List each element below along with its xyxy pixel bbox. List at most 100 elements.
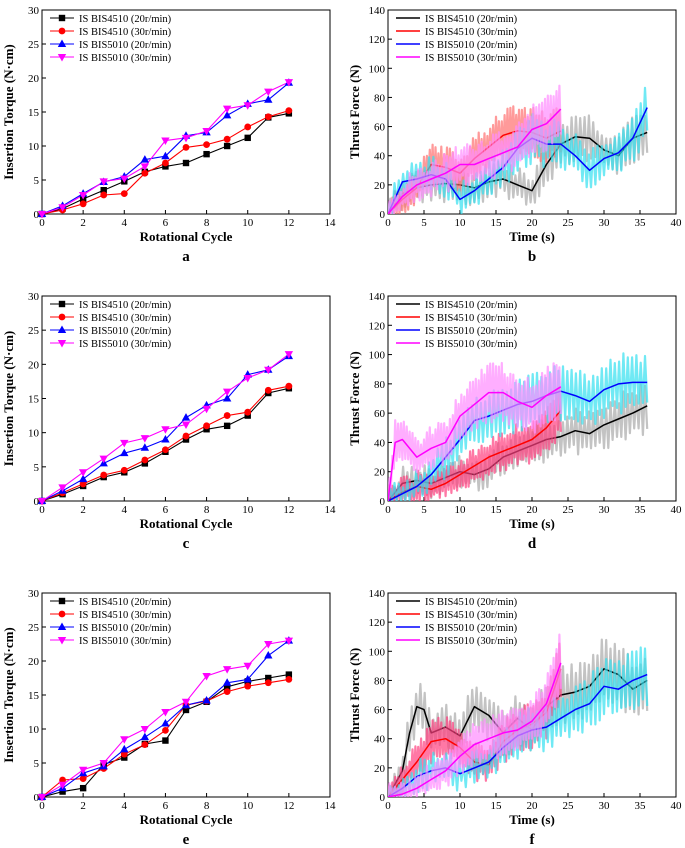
data-point [285, 675, 293, 683]
x-tick-label: 6 [163, 217, 169, 229]
y-tick-label: 10 [28, 428, 40, 440]
data-point [161, 151, 170, 160]
legend-label: IS BIS4510 (30r/min) [425, 27, 518, 38]
x-tick-label: 2 [80, 504, 86, 516]
data-point [120, 736, 129, 744]
data-point [264, 113, 272, 121]
y-axis-title: Thrust Force (N) [347, 648, 362, 742]
data-point [285, 107, 293, 115]
data-point [100, 191, 108, 199]
y-tick-label: 40 [374, 151, 386, 163]
x-tick-label: 8 [204, 217, 210, 229]
data-point [161, 137, 170, 146]
legend-label: IS BIS5010 (30r/min) [425, 636, 518, 647]
data-point [79, 200, 87, 208]
x-tick-label: 2 [80, 800, 86, 812]
plot-area [42, 640, 290, 797]
x-tick-label: 5 [421, 217, 427, 229]
data-point [202, 695, 211, 704]
data-point [284, 351, 294, 359]
data-point [222, 678, 232, 686]
x-axis-title: Rotational Cycle [140, 812, 233, 827]
panel-label: d [528, 536, 537, 552]
x-tick-label: 10 [242, 800, 254, 812]
x-tick-label: 25 [563, 217, 575, 229]
data-point [202, 672, 211, 681]
y-tick-label: 140 [369, 588, 386, 600]
data-point [202, 128, 211, 136]
data-point [58, 204, 67, 212]
raw-signal-band [388, 361, 562, 501]
chart-panel-e: 0 2 4 6 8 10 12 14 0 5 10 15 20 25 30 Rotational Cycle I… [1, 588, 336, 848]
raw-signal-band [388, 84, 562, 214]
series-line [42, 640, 289, 797]
y-tick-label: 10 [28, 141, 40, 153]
data-point [140, 155, 150, 163]
x-axis-title: Rotational Cycle [140, 229, 233, 244]
y-axis-title: Thrust Force (N) [347, 65, 362, 159]
x-tick-label: 10 [455, 504, 467, 516]
data-point [120, 744, 129, 753]
y-tick-label: 60 [374, 122, 386, 134]
data-point [223, 412, 231, 419]
legend-label: IS BIS5010 (30r/min) [79, 53, 172, 64]
y-tick-label: 5 [34, 175, 40, 187]
data-point [37, 498, 47, 506]
data-point [223, 683, 231, 691]
legend-label: IS BIS4510 (30r/min) [425, 313, 518, 324]
legend-label: IS BIS5010 (30r/min) [79, 636, 172, 647]
legend-label: IS BIS4510 (20r/min) [79, 300, 172, 311]
y-axis-title: Insertion Torque (N·cm) [1, 331, 16, 467]
plot-area [388, 352, 649, 501]
x-axis-title: Time (s) [509, 516, 555, 531]
data-point [161, 426, 170, 434]
plot-area [388, 84, 649, 214]
chart-panel-f: 0 5 10 15 20 25 30 35 40 0 20 40 60 80 100 120 140 Time (… [347, 588, 682, 848]
x-tick-label: 30 [599, 217, 611, 229]
legend-marker [57, 39, 67, 47]
legend-label: IS BIS5010 (20r/min) [79, 326, 172, 337]
data-point [78, 191, 88, 200]
data-point [79, 784, 87, 792]
series-line [388, 386, 562, 501]
legend-marker [58, 27, 66, 35]
x-tick-label: 8 [204, 504, 210, 516]
x-tick-label: 30 [599, 800, 611, 812]
data-point [120, 750, 128, 758]
data-point [223, 688, 231, 695]
series-line [388, 662, 562, 797]
x-tick-label: 10 [242, 504, 254, 516]
x-tick-label: 14 [325, 504, 337, 516]
data-point [78, 469, 88, 477]
x-tick-label: 20 [527, 504, 539, 516]
data-point [161, 719, 170, 727]
chart-panel-c: 0 2 4 6 8 10 12 14 0 5 10 15 20 25 30 Rotational Cycle I… [1, 291, 336, 552]
data-point [181, 421, 191, 429]
y-tick-label: 60 [374, 705, 386, 717]
data-point [37, 211, 47, 219]
x-tick-label: 4 [122, 800, 128, 812]
x-axis-title: Time (s) [509, 229, 555, 244]
raw-signal-band [388, 387, 562, 501]
plot-area [42, 81, 290, 214]
data-point [141, 456, 149, 464]
data-point [265, 674, 272, 682]
legend-marker [58, 610, 66, 618]
x-tick-label: 15 [491, 504, 503, 516]
x-tick-label: 20 [527, 800, 539, 812]
legend-label: IS BIS5010 (20r/min) [425, 40, 518, 51]
data-point [182, 436, 190, 443]
data-point [141, 169, 149, 177]
legend-label: IS BIS4510 (30r/min) [425, 610, 518, 621]
data-point [59, 776, 66, 784]
data-point [181, 413, 191, 421]
data-point [162, 446, 169, 454]
legend-marker [58, 313, 66, 321]
y-tick-label: 15 [28, 394, 40, 406]
data-point [243, 102, 252, 110]
y-tick-label: 30 [28, 588, 40, 600]
data-point [244, 412, 251, 419]
x-tick-label: 4 [122, 504, 128, 516]
y-tick-label: 0 [34, 792, 40, 804]
